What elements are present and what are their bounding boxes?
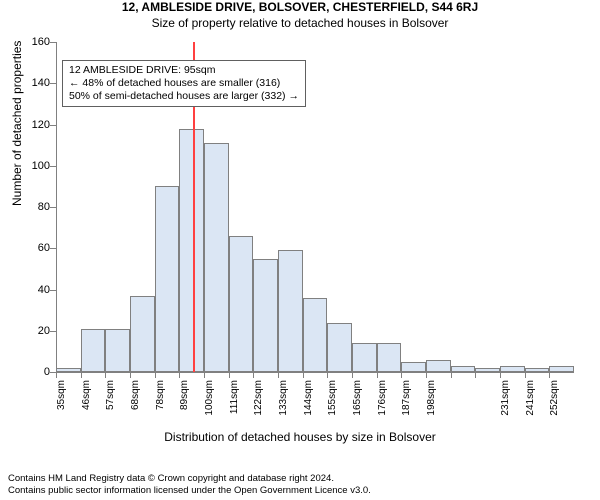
x-tick-label: 155sqm <box>327 380 338 430</box>
histogram-bar <box>204 143 229 372</box>
x-tick-label: 133sqm <box>278 380 289 430</box>
x-tick <box>401 372 402 378</box>
x-tick <box>229 372 230 378</box>
annotation-line: ← 48% of detached houses are smaller (31… <box>69 77 299 90</box>
x-tick-label: 241sqm <box>525 380 536 430</box>
histogram-bar <box>426 360 451 372</box>
x-tick-label: 89sqm <box>179 380 190 430</box>
footer-line-2: Contains public sector information licen… <box>8 485 592 496</box>
y-tick <box>50 83 56 84</box>
x-tick <box>155 372 156 378</box>
x-tick-label: 198sqm <box>426 380 437 430</box>
x-tick-label: 252sqm <box>549 380 560 430</box>
histogram-bar <box>377 343 402 372</box>
x-tick <box>81 372 82 378</box>
x-tick <box>500 372 501 378</box>
x-tick <box>179 372 180 378</box>
x-tick-label: 46sqm <box>81 380 92 430</box>
x-tick <box>451 372 452 378</box>
histogram-bar <box>179 129 204 372</box>
x-tick-label: 231sqm <box>500 380 511 430</box>
histogram-bar <box>229 236 254 372</box>
histogram-bar <box>105 329 130 372</box>
x-tick <box>327 372 328 378</box>
y-tick-label: 140 <box>32 77 50 89</box>
x-tick <box>377 372 378 378</box>
y-tick-label: 120 <box>32 119 50 131</box>
histogram-bar <box>130 296 155 372</box>
x-tick-label: 35sqm <box>56 380 67 430</box>
y-tick <box>50 331 56 332</box>
y-tick-label: 20 <box>38 325 50 337</box>
x-tick-label: 187sqm <box>401 380 412 430</box>
page-title: 12, AMBLESIDE DRIVE, BOLSOVER, CHESTERFI… <box>0 0 600 14</box>
footer-line-1: Contains HM Land Registry data © Crown c… <box>8 473 592 484</box>
x-tick-label: 176sqm <box>377 380 388 430</box>
y-axis-label: Number of detached properties <box>10 41 24 206</box>
y-tick <box>50 166 56 167</box>
x-tick <box>278 372 279 378</box>
x-tick-label: 122sqm <box>253 380 264 430</box>
histogram-bar <box>253 259 278 372</box>
y-tick-label: 100 <box>32 160 50 172</box>
attribution-footer: Contains HM Land Registry data © Crown c… <box>0 473 600 496</box>
chart-container: Number of detached properties 12 AMBLESI… <box>0 36 600 456</box>
y-tick <box>50 42 56 43</box>
x-tick <box>475 372 476 378</box>
x-axis-line <box>56 372 574 373</box>
x-tick <box>130 372 131 378</box>
histogram-bar <box>155 186 180 372</box>
y-tick <box>50 248 56 249</box>
x-axis-label: Distribution of detached houses by size … <box>0 430 600 444</box>
histogram-bar <box>303 298 328 372</box>
x-tick-label: 78sqm <box>155 380 166 430</box>
y-tick-label: 160 <box>32 36 50 48</box>
y-tick-label: 0 <box>44 366 50 378</box>
histogram-bar <box>352 343 377 372</box>
y-tick <box>50 290 56 291</box>
x-tick-label: 144sqm <box>303 380 314 430</box>
x-tick <box>204 372 205 378</box>
x-tick-label: 68sqm <box>130 380 141 430</box>
y-tick-label: 40 <box>38 284 50 296</box>
x-tick <box>352 372 353 378</box>
y-tick <box>50 125 56 126</box>
x-tick <box>253 372 254 378</box>
x-tick <box>303 372 304 378</box>
y-tick <box>50 207 56 208</box>
y-axis-line <box>56 42 57 372</box>
x-tick <box>105 372 106 378</box>
histogram-bar <box>278 250 303 372</box>
annotation-line: 12 AMBLESIDE DRIVE: 95sqm <box>69 64 299 77</box>
y-tick-label: 80 <box>38 201 50 213</box>
x-tick <box>426 372 427 378</box>
annotation-box: 12 AMBLESIDE DRIVE: 95sqm← 48% of detach… <box>62 60 306 107</box>
y-tick-label: 60 <box>38 242 50 254</box>
x-tick <box>525 372 526 378</box>
x-tick <box>549 372 550 378</box>
histogram-bar <box>401 362 426 372</box>
x-tick-label: 165sqm <box>352 380 363 430</box>
histogram-bar <box>81 329 106 372</box>
x-tick-label: 57sqm <box>105 380 116 430</box>
x-tick <box>56 372 57 378</box>
x-tick-label: 111sqm <box>229 380 240 430</box>
plot-area: 12 AMBLESIDE DRIVE: 95sqm← 48% of detach… <box>56 42 574 372</box>
annotation-line: 50% of semi-detached houses are larger (… <box>69 90 299 103</box>
page-subtitle: Size of property relative to detached ho… <box>0 16 600 30</box>
x-tick-label: 100sqm <box>204 380 215 430</box>
histogram-bar <box>327 323 352 373</box>
